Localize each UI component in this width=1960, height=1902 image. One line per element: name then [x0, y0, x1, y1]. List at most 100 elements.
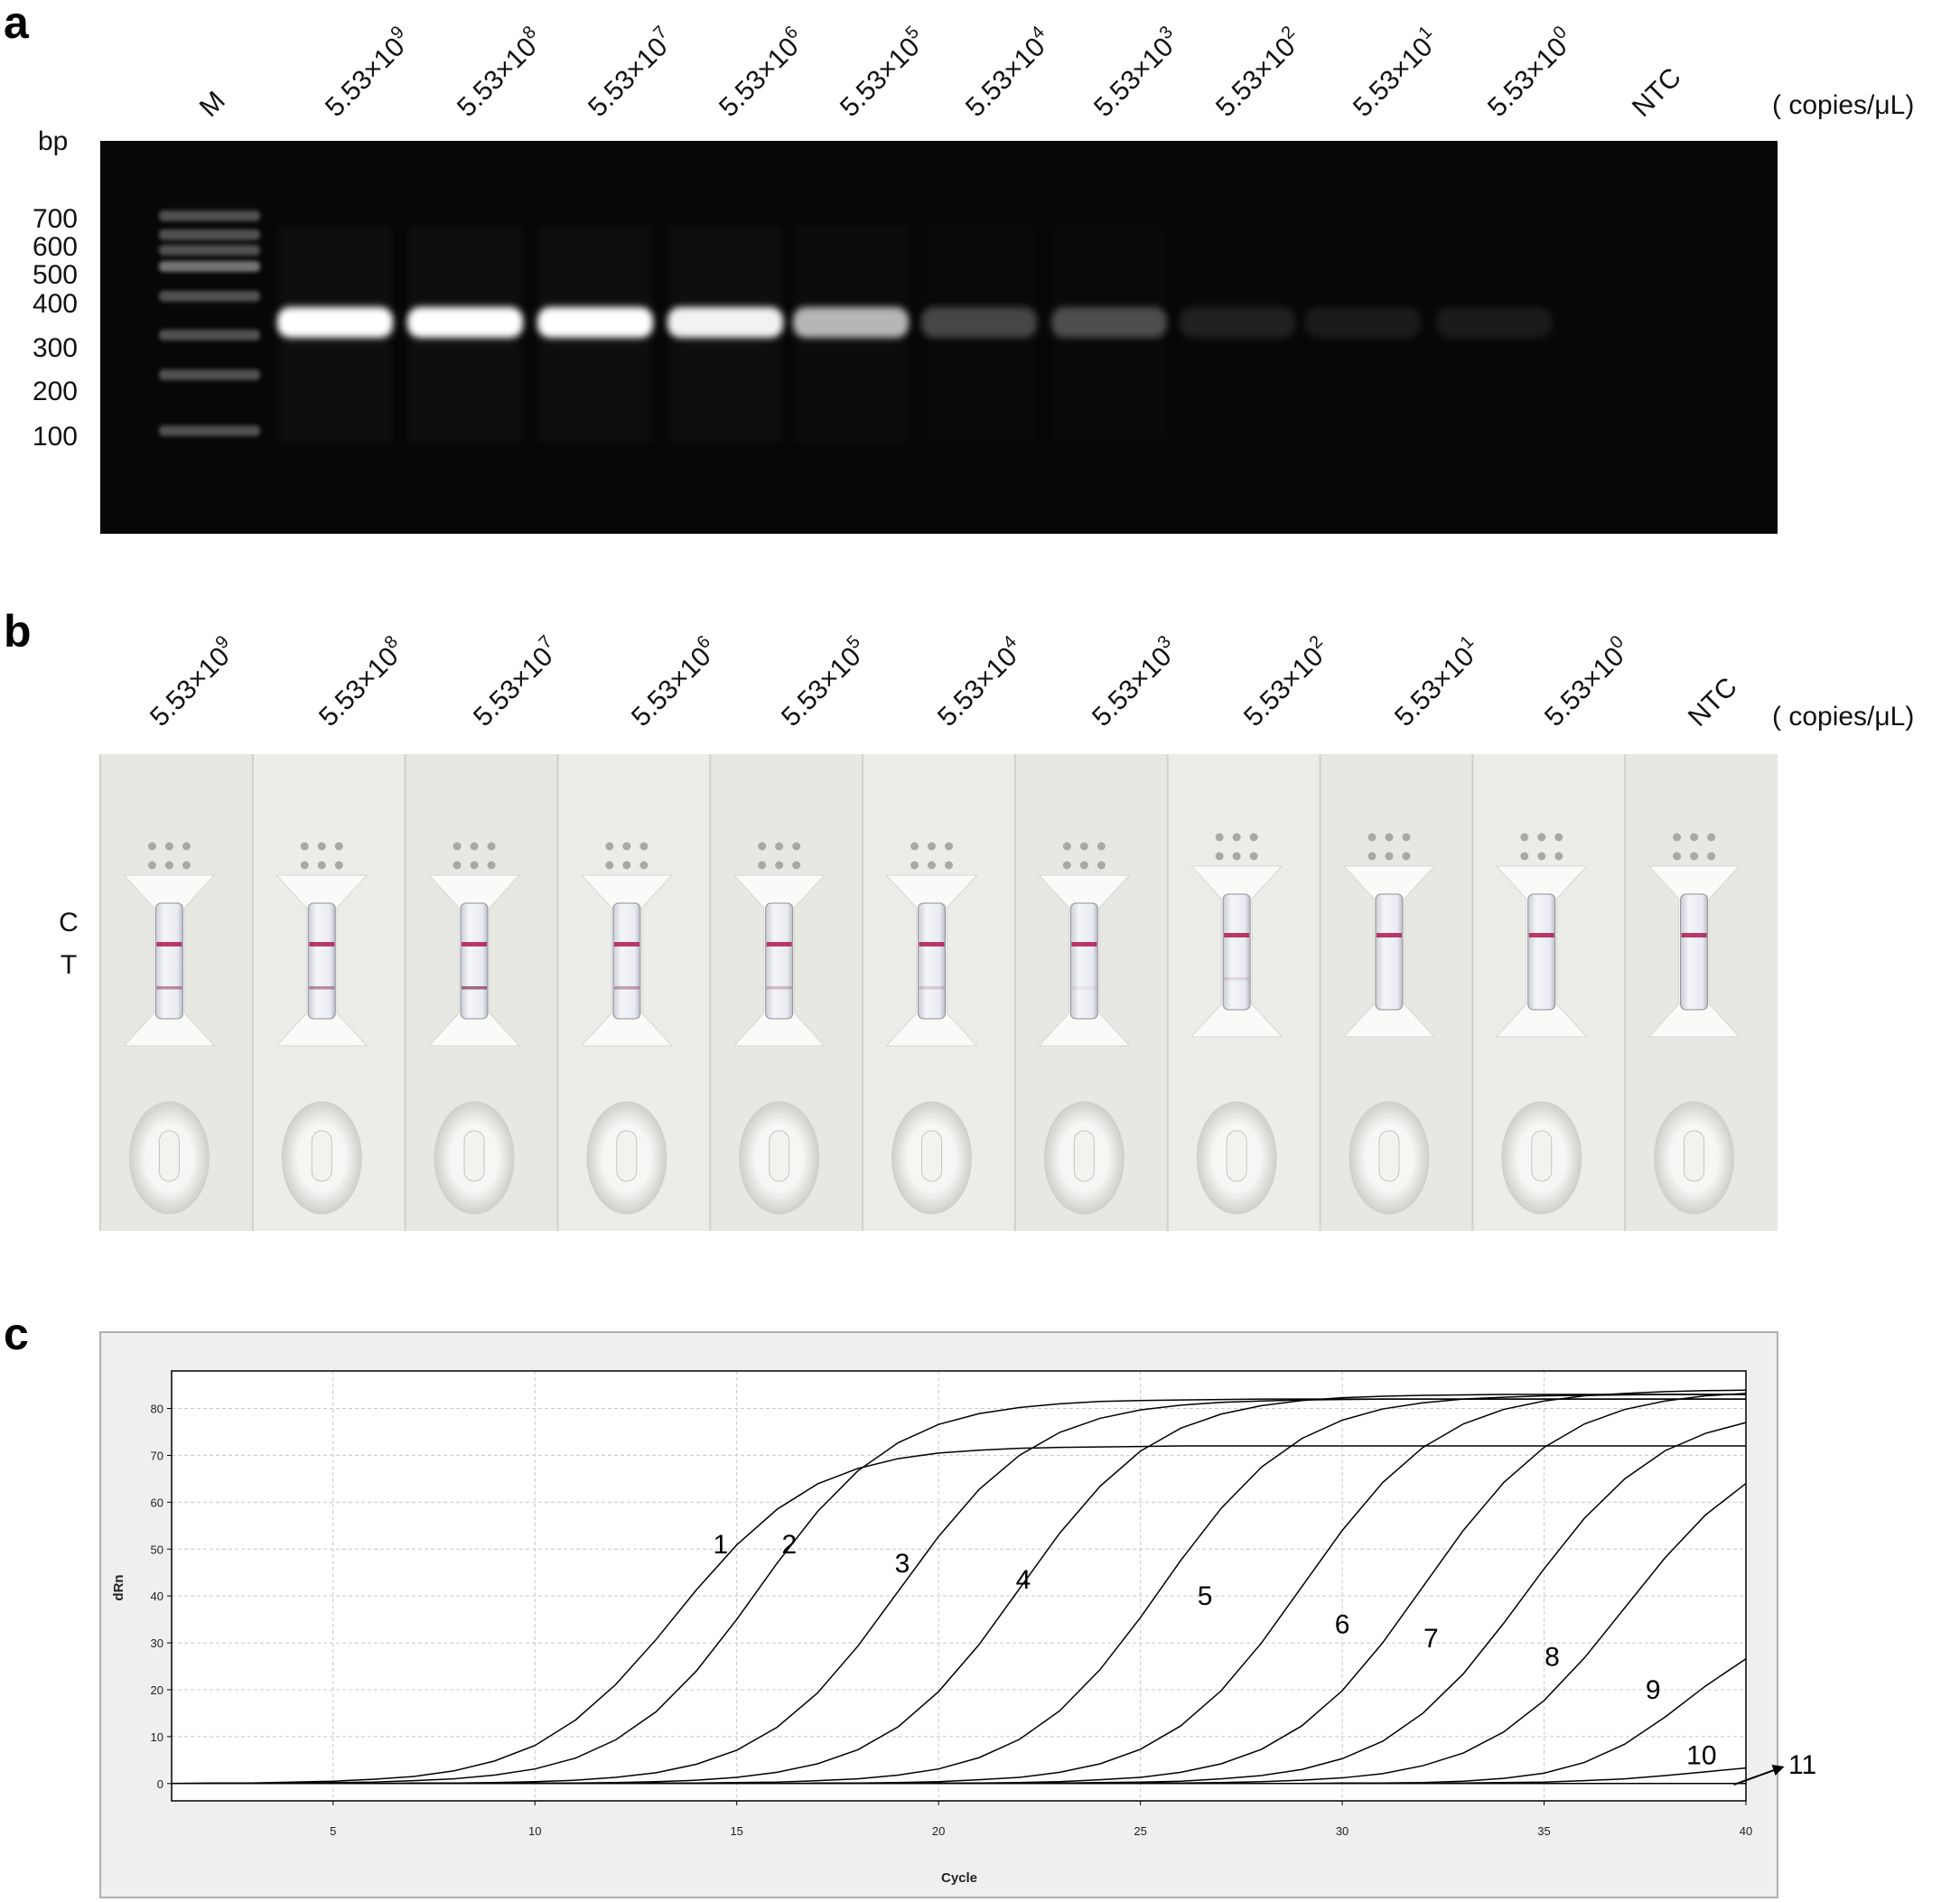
control-line	[1376, 933, 1402, 937]
x-tick-label: 10	[528, 1824, 541, 1838]
y-tick-label: 60	[151, 1496, 163, 1509]
panel-label: a	[4, 0, 30, 48]
x-tick-label: 20	[932, 1824, 945, 1838]
vent-dot	[792, 861, 801, 870]
well-inner	[1073, 1130, 1095, 1182]
gel-band	[793, 307, 909, 338]
vent-dot	[470, 861, 479, 870]
lane-text: 5.53×10	[468, 641, 559, 732]
vent-dot	[1215, 833, 1224, 842]
vent-dot	[182, 861, 191, 870]
test-line	[309, 986, 335, 990]
lane-text: M	[194, 86, 231, 123]
lane-label: M	[194, 86, 231, 123]
x-tick-label: 25	[1134, 1824, 1146, 1838]
y-tick-label: 70	[151, 1449, 163, 1462]
vent-dot	[1249, 852, 1258, 861]
vent-dot	[1690, 833, 1699, 842]
vent-dot	[182, 842, 191, 851]
lane-text: 5.53×10	[320, 32, 411, 123]
units: ( copies/μL)	[1772, 90, 1914, 120]
well-inner	[769, 1130, 790, 1182]
vent-dot	[1232, 833, 1241, 842]
lane-label: 5.53×105	[832, 23, 932, 123]
ladder-band	[159, 425, 260, 436]
lane-label: 5.53×106	[711, 23, 811, 123]
vent-dot	[1079, 842, 1088, 851]
gel-band	[407, 307, 523, 338]
gel-band	[1305, 307, 1421, 338]
lane-label: 5.53×102	[1236, 632, 1336, 732]
plot-border	[171, 1370, 1747, 1802]
vent-dot	[775, 842, 784, 851]
vent-dot	[605, 842, 614, 851]
vent-dot	[1402, 833, 1411, 842]
test-window	[612, 902, 641, 1020]
control-line	[309, 942, 335, 946]
vent-dot	[945, 842, 953, 851]
test-line	[919, 986, 945, 990]
x-tick-label: 40	[1740, 1824, 1752, 1838]
panel-label: c	[4, 1309, 29, 1359]
y-tick-label: 20	[151, 1683, 163, 1697]
vent-dot	[1385, 852, 1394, 861]
lane-text: 5.53×10	[960, 32, 1051, 123]
well-inner	[158, 1130, 180, 1182]
vent-dot	[1673, 852, 1682, 861]
lane-label: 5.53×108	[449, 23, 549, 123]
ladder-band	[159, 291, 260, 302]
vent-dot	[639, 842, 649, 851]
lane-label: 5.53×100	[1536, 632, 1637, 732]
test-line	[766, 986, 792, 990]
test-window	[918, 902, 946, 1020]
lane-label: 5.53×102	[1208, 23, 1308, 123]
marker-size-label: 600	[33, 232, 78, 262]
lane-text: 5.53×10	[1539, 641, 1630, 732]
lane-text: 5.53×10	[626, 641, 717, 732]
gel-band	[1051, 307, 1167, 338]
vent-dot	[1707, 852, 1716, 861]
test-window	[1680, 893, 1709, 1011]
vent-dot	[775, 861, 784, 870]
size-unit: bp	[38, 126, 68, 156]
y-tick-label: 50	[151, 1543, 163, 1556]
vent-dot	[470, 842, 479, 851]
vent-dot	[928, 842, 936, 851]
vent-dot	[1367, 852, 1377, 861]
lane-text: 5.53×10	[1238, 641, 1330, 732]
test-window	[1222, 893, 1251, 1011]
marker-size-label: 100	[33, 422, 78, 452]
vent-dot	[1537, 833, 1546, 842]
y-tick-label: 30	[151, 1636, 163, 1650]
units: ( copies/μL)	[1772, 702, 1914, 732]
well-inner	[616, 1130, 638, 1182]
control-line	[1224, 933, 1250, 937]
test-line	[613, 986, 639, 990]
control-line	[766, 942, 792, 946]
y-tick-label: 0	[157, 1777, 163, 1791]
lane-text: 5.53×10	[1210, 32, 1302, 123]
line-label: C	[59, 908, 79, 937]
lane-label: NTC	[1683, 672, 1743, 732]
vent-dot	[1554, 852, 1563, 861]
vent-dot	[639, 861, 649, 870]
lane-label: 5.53×100	[1479, 23, 1580, 123]
vent-dot	[1062, 861, 1071, 870]
lane-text: 5.53×10	[776, 641, 867, 732]
lane-text: NTC	[1627, 62, 1687, 123]
lane-text: 5.53×10	[835, 32, 926, 123]
control-line	[1681, 933, 1707, 937]
vent-dot	[1520, 833, 1529, 842]
ladder-band	[159, 369, 260, 380]
vent-dot	[1402, 852, 1411, 861]
lane-text: 5.53×10	[313, 641, 405, 732]
curve-label: 6	[1335, 1609, 1350, 1639]
test-line	[156, 986, 182, 990]
test-window	[765, 902, 794, 1020]
vent-dot	[1673, 833, 1682, 842]
vent-dot	[1690, 852, 1699, 861]
lane-label: 5.53×105	[773, 632, 873, 732]
test-line	[1071, 986, 1097, 990]
curve-label: 3	[895, 1549, 910, 1579]
